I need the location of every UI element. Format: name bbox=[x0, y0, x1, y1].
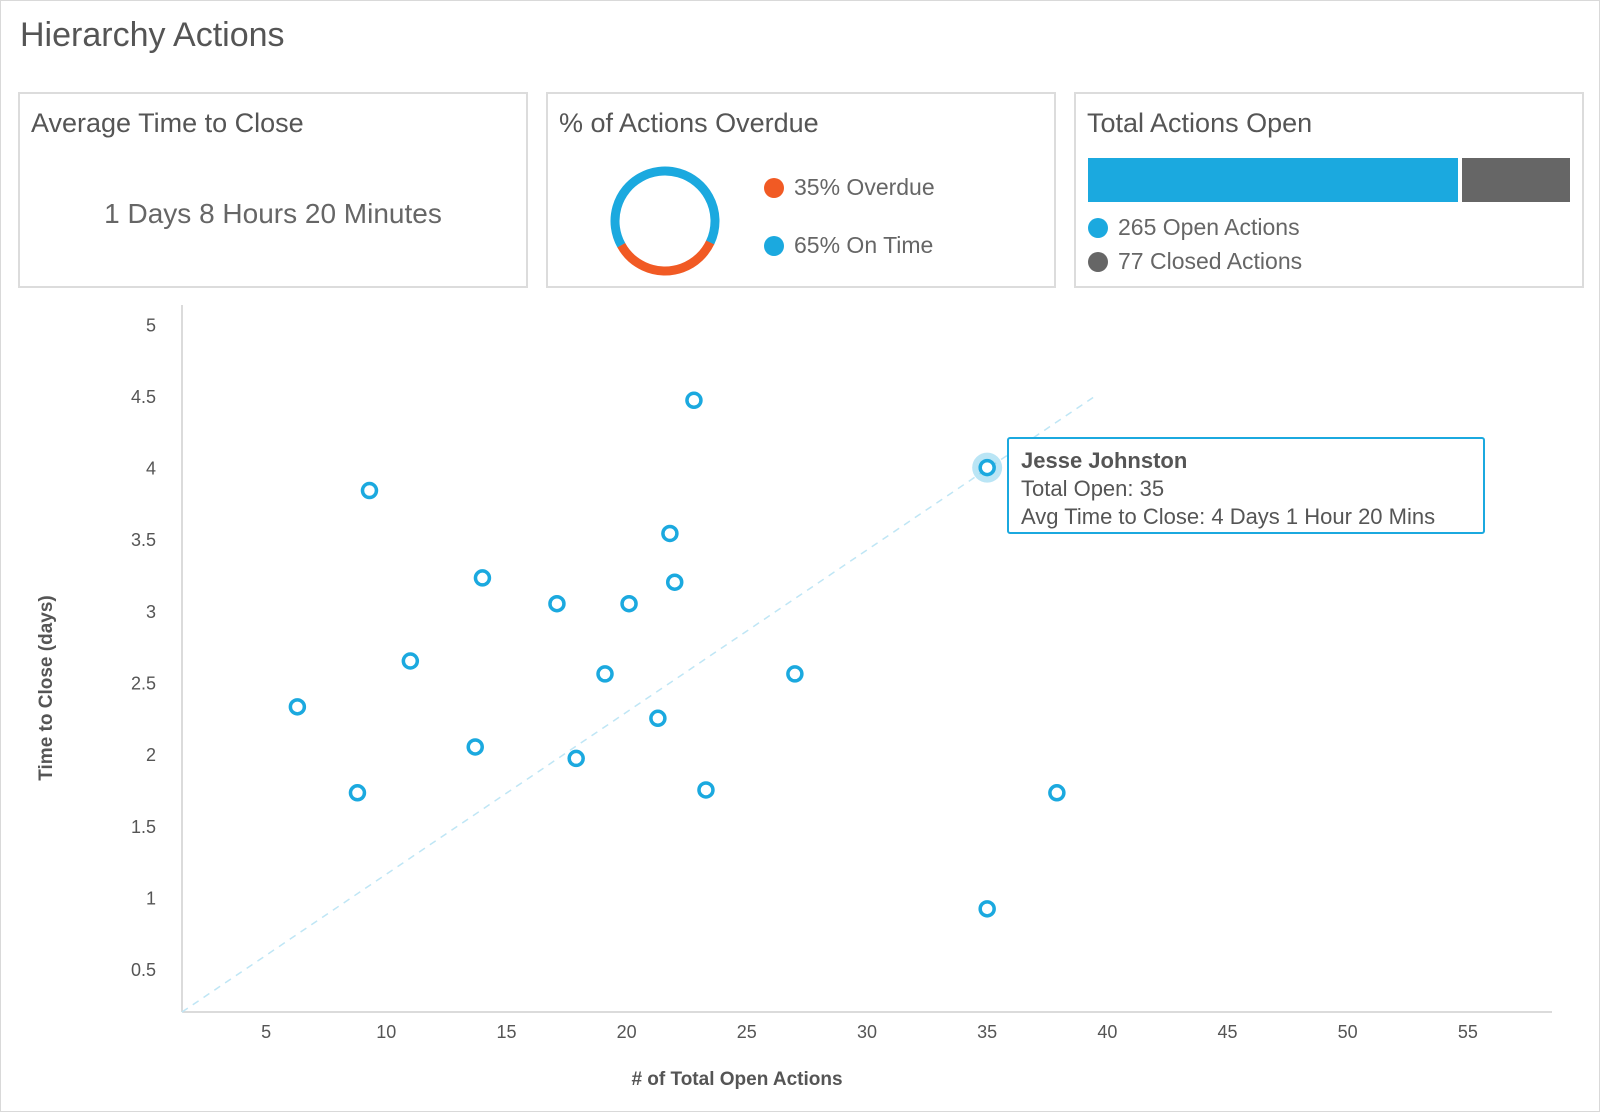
legend-overdue: 35% Overdue bbox=[764, 174, 935, 201]
y-tick-label: 1 bbox=[146, 888, 156, 908]
x-tick-label: 15 bbox=[496, 1022, 516, 1042]
overdue-title: % of Actions Overdue bbox=[559, 108, 819, 138]
x-tick-label: 40 bbox=[1097, 1022, 1117, 1042]
scatter-point[interactable] bbox=[649, 709, 667, 728]
tooltip-total-open: Total Open: 35 bbox=[1021, 476, 1165, 501]
open-closed-stacked-bar bbox=[1088, 158, 1570, 202]
legend-on-time-label: 65% On Time bbox=[794, 232, 934, 258]
trend-line bbox=[181, 395, 1096, 1013]
scatter-point[interactable] bbox=[685, 391, 703, 410]
legend-open-label: 265 Open Actions bbox=[1118, 214, 1300, 240]
y-tick-label: 3.5 bbox=[131, 530, 156, 550]
scatter-point[interactable] bbox=[1048, 784, 1066, 802]
x-tick-label: 20 bbox=[617, 1022, 637, 1042]
overdue-card: % of Actions Overdue 35% Overdue 65% On … bbox=[546, 92, 1056, 288]
y-tick-label: 1.5 bbox=[131, 817, 156, 837]
scatter-point[interactable] bbox=[360, 481, 379, 500]
bar-closed-segment bbox=[1462, 158, 1570, 202]
x-tick-label: 45 bbox=[1218, 1022, 1238, 1042]
scatter-point[interactable] bbox=[348, 784, 367, 802]
point-tooltip: Jesse Johnston Total Open: 35 Avg Time t… bbox=[1007, 437, 1485, 534]
avg-time-card: Average Time to Close 1 Days 8 Hours 20 … bbox=[18, 92, 528, 288]
tooltip-avg-time: Avg Time to Close: 4 Days 1 Hour 20 Mins bbox=[1021, 504, 1436, 529]
scatter-point[interactable] bbox=[567, 749, 585, 768]
avg-time-value: 1 Days 8 Hours 20 Minutes bbox=[104, 198, 442, 229]
x-tick-label: 5 bbox=[261, 1022, 271, 1042]
scatter-point[interactable] bbox=[661, 524, 679, 543]
donut-overdue-slice bbox=[610, 166, 720, 276]
y-tick-label: 2 bbox=[146, 745, 156, 765]
on-time-dot-icon bbox=[764, 235, 784, 256]
scatter-chart: 5 10 15 20 25 30 35 40 45 50 55 0.5 1 1.5 2 2.5 3 3.5 4 4.5… bbox=[36, 305, 1552, 1090]
tooltip-name: Jesse Johnston bbox=[1021, 448, 1188, 473]
scatter-point[interactable] bbox=[665, 573, 684, 591]
scatter-point[interactable] bbox=[473, 569, 492, 587]
scatter-point[interactable] bbox=[697, 781, 715, 799]
y-axis-label: Time to Close (days) bbox=[36, 595, 57, 780]
legend-open: 265 Open Actions bbox=[1088, 214, 1300, 241]
legend-on-time: 65% On Time bbox=[764, 232, 933, 259]
scatter-point[interactable] bbox=[978, 900, 996, 918]
donut-on-time-slice bbox=[610, 166, 720, 276]
scatter-point[interactable] bbox=[786, 665, 804, 683]
y-tick-label: 4 bbox=[146, 459, 156, 479]
x-tick-label: 10 bbox=[376, 1022, 396, 1042]
open-dot-icon bbox=[1088, 217, 1108, 238]
closed-dot-icon bbox=[1088, 251, 1108, 272]
y-tick-label: 3 bbox=[146, 602, 156, 622]
y-tick-label: 2.5 bbox=[131, 673, 156, 693]
scatter-point[interactable] bbox=[466, 738, 484, 756]
overdue-donut-chart bbox=[610, 166, 720, 276]
y-tick-label: 5 bbox=[146, 315, 156, 335]
scatter-point[interactable] bbox=[620, 594, 638, 613]
total-actions-card: Total Actions Open 265 Open Actions 77 C… bbox=[1074, 92, 1584, 288]
x-tick-label: 55 bbox=[1458, 1022, 1478, 1042]
y-tick-label: 4.5 bbox=[131, 387, 156, 407]
page-title: Hierarchy Actions bbox=[20, 16, 285, 54]
legend-overdue-label: 35% Overdue bbox=[794, 174, 935, 200]
x-tick-label: 35 bbox=[977, 1022, 997, 1042]
legend-closed-label: 77 Closed Actions bbox=[1118, 248, 1303, 274]
total-actions-title: Total Actions Open bbox=[1087, 108, 1313, 138]
x-tick-label: 25 bbox=[737, 1022, 757, 1042]
scatter-point[interactable] bbox=[548, 594, 566, 613]
scatter-point[interactable] bbox=[978, 458, 996, 477]
scatter-point[interactable] bbox=[596, 665, 614, 683]
bar-open-segment bbox=[1088, 158, 1459, 202]
scatter-point[interactable] bbox=[401, 652, 420, 670]
x-axis-label: # of Total Open Actions bbox=[631, 1069, 842, 1090]
x-tick-label: 50 bbox=[1338, 1022, 1358, 1042]
x-tick-label: 30 bbox=[857, 1022, 877, 1042]
legend-closed: 77 Closed Actions bbox=[1088, 248, 1302, 275]
overdue-dot-icon bbox=[764, 177, 784, 198]
avg-time-title: Average Time to Close bbox=[31, 108, 304, 138]
scatter-point[interactable] bbox=[288, 698, 307, 716]
y-tick-label: 0.5 bbox=[131, 960, 156, 980]
